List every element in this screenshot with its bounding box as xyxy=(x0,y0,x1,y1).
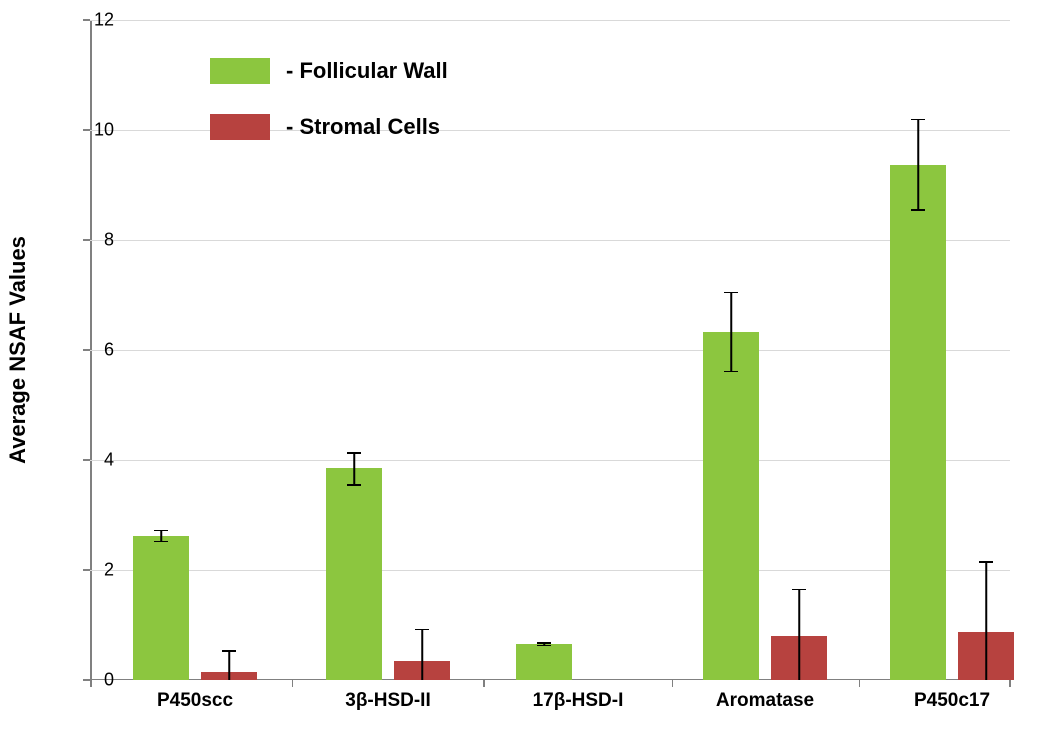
gridline xyxy=(90,20,1010,21)
bar-follicular xyxy=(516,644,572,680)
y-tick-label: 12 xyxy=(84,10,114,31)
x-tick xyxy=(483,680,485,687)
y-tick-label: 10 xyxy=(84,120,114,141)
error-bar-cap xyxy=(792,589,806,591)
gridline xyxy=(90,240,1010,241)
legend-entry: - Stromal Cells xyxy=(210,114,440,140)
error-bar xyxy=(353,453,355,485)
error-bar-cap xyxy=(724,371,738,373)
x-tick xyxy=(672,680,674,687)
error-bar xyxy=(421,629,423,680)
x-category-label: P450scc xyxy=(157,690,233,712)
legend-swatch xyxy=(210,58,270,84)
legend-label: - Follicular Wall xyxy=(286,58,448,84)
error-bar xyxy=(985,562,987,680)
error-bar-cap xyxy=(154,530,168,532)
error-bar-cap xyxy=(537,645,551,647)
gridline xyxy=(90,460,1010,461)
error-bar-cap xyxy=(724,292,738,294)
error-bar-cap xyxy=(911,119,925,121)
x-category-label: P450c17 xyxy=(914,690,990,712)
error-bar-cap xyxy=(347,452,361,454)
error-bar-cap xyxy=(979,561,993,563)
legend-swatch xyxy=(210,114,270,140)
error-bar xyxy=(798,589,800,680)
error-bar-cap xyxy=(347,484,361,486)
error-bar-cap xyxy=(911,209,925,211)
y-tick-label: 2 xyxy=(84,560,114,581)
bar-follicular xyxy=(326,468,382,680)
y-tick-label: 4 xyxy=(84,450,114,471)
y-axis-title: Average NSAF Values xyxy=(5,236,31,464)
x-tick xyxy=(1009,680,1011,687)
nsaf-bar-chart: Average NSAF Values 0 2 4 6 8 10 12 P450scc 3β-H… xyxy=(0,0,1050,750)
legend-label: - Stromal Cells xyxy=(286,114,440,140)
error-bar-cap xyxy=(154,541,168,543)
x-category-label: Aromatase xyxy=(716,690,814,712)
y-tick-label: 6 xyxy=(84,340,114,361)
x-tick xyxy=(292,680,294,687)
legend-entry: - Follicular Wall xyxy=(210,58,448,84)
x-tick xyxy=(859,680,861,687)
gridline xyxy=(90,570,1010,571)
y-tick-label: 0 xyxy=(84,670,114,691)
bar-follicular xyxy=(703,332,759,680)
y-tick-label: 8 xyxy=(84,230,114,251)
error-bar-cap xyxy=(415,629,429,631)
error-bar-cap xyxy=(222,650,236,652)
x-category-label: 17β-HSD-I xyxy=(533,690,624,712)
bar-follicular xyxy=(133,536,189,680)
error-bar xyxy=(730,292,732,371)
bar-follicular xyxy=(890,165,946,680)
error-bar xyxy=(228,651,230,680)
x-category-label: 3β-HSD-II xyxy=(345,690,431,712)
gridline xyxy=(90,350,1010,351)
error-bar xyxy=(917,120,919,210)
